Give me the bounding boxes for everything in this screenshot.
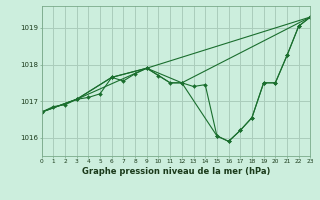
X-axis label: Graphe pression niveau de la mer (hPa): Graphe pression niveau de la mer (hPa) bbox=[82, 167, 270, 176]
